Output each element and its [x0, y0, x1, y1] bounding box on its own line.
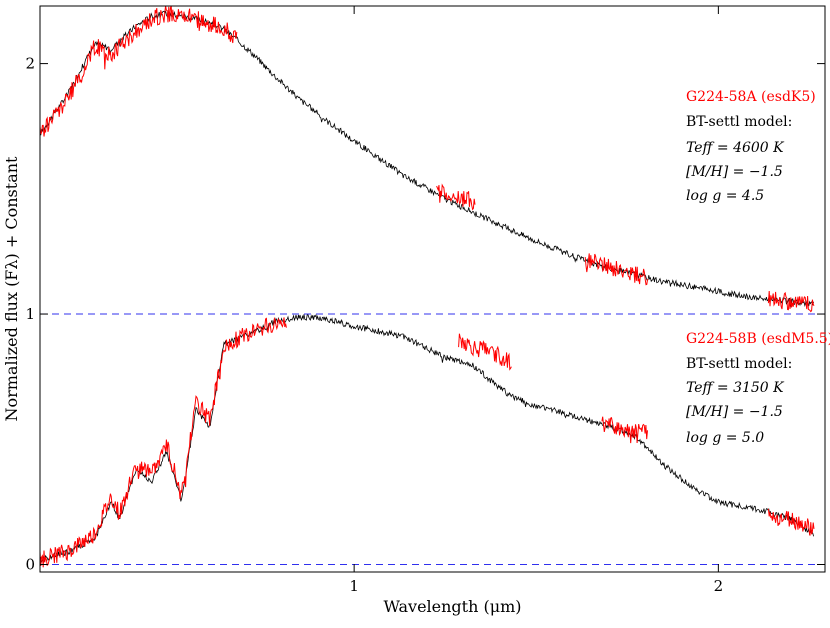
series-1-line-1 — [436, 183, 476, 211]
y-tick-label-0: 0 — [25, 555, 35, 573]
series-3-line-0 — [39, 316, 287, 568]
annotation-b-teff: Teff = 3150 K — [686, 380, 785, 396]
x-tick-label-1: 2 — [714, 577, 724, 595]
series-3-line-1 — [458, 333, 512, 371]
y-tick-label-2: 2 — [25, 55, 35, 73]
plot-frame — [39, 5, 826, 573]
x-axis-label: Wavelength (μm) — [383, 597, 521, 616]
y-tick-label-1: 1 — [25, 305, 35, 323]
annotation-a-teff: Teff = 4600 K — [686, 140, 785, 156]
annotation-b-name: G224-58B (esdM5.5) — [686, 331, 830, 347]
series-0-line-0 — [39, 10, 814, 308]
series-layer — [39, 5, 815, 568]
reference-lines — [40, 313, 825, 565]
series-2-line-0 — [39, 313, 814, 563]
series-1-line-0 — [39, 5, 238, 137]
annotation-b-mh: [M/H] = −1.5 — [686, 404, 783, 420]
y-axis-label: Normalized flux (Fλ) + Constant — [2, 156, 21, 422]
series-3-line-3 — [767, 508, 815, 536]
series-1-line-2 — [584, 253, 649, 286]
annotation-b-logg: log g = 5.0 — [686, 430, 764, 446]
annotation-a-logg: log g = 4.5 — [686, 188, 764, 204]
annotation-a-name: G224-58A (esdK5) — [686, 89, 816, 105]
annotation-a-mh: [M/H] = −1.5 — [686, 164, 783, 180]
x-tick-label-0: 1 — [349, 577, 359, 595]
annotation-a-model: BT-settl model: — [686, 114, 792, 130]
annotation-b-model: BT-settl model: — [686, 356, 792, 372]
tick-layer: 1 2 0 1 2 — [25, 6, 825, 595]
series-1-line-3 — [767, 290, 815, 313]
series-3-line-2 — [601, 416, 648, 444]
